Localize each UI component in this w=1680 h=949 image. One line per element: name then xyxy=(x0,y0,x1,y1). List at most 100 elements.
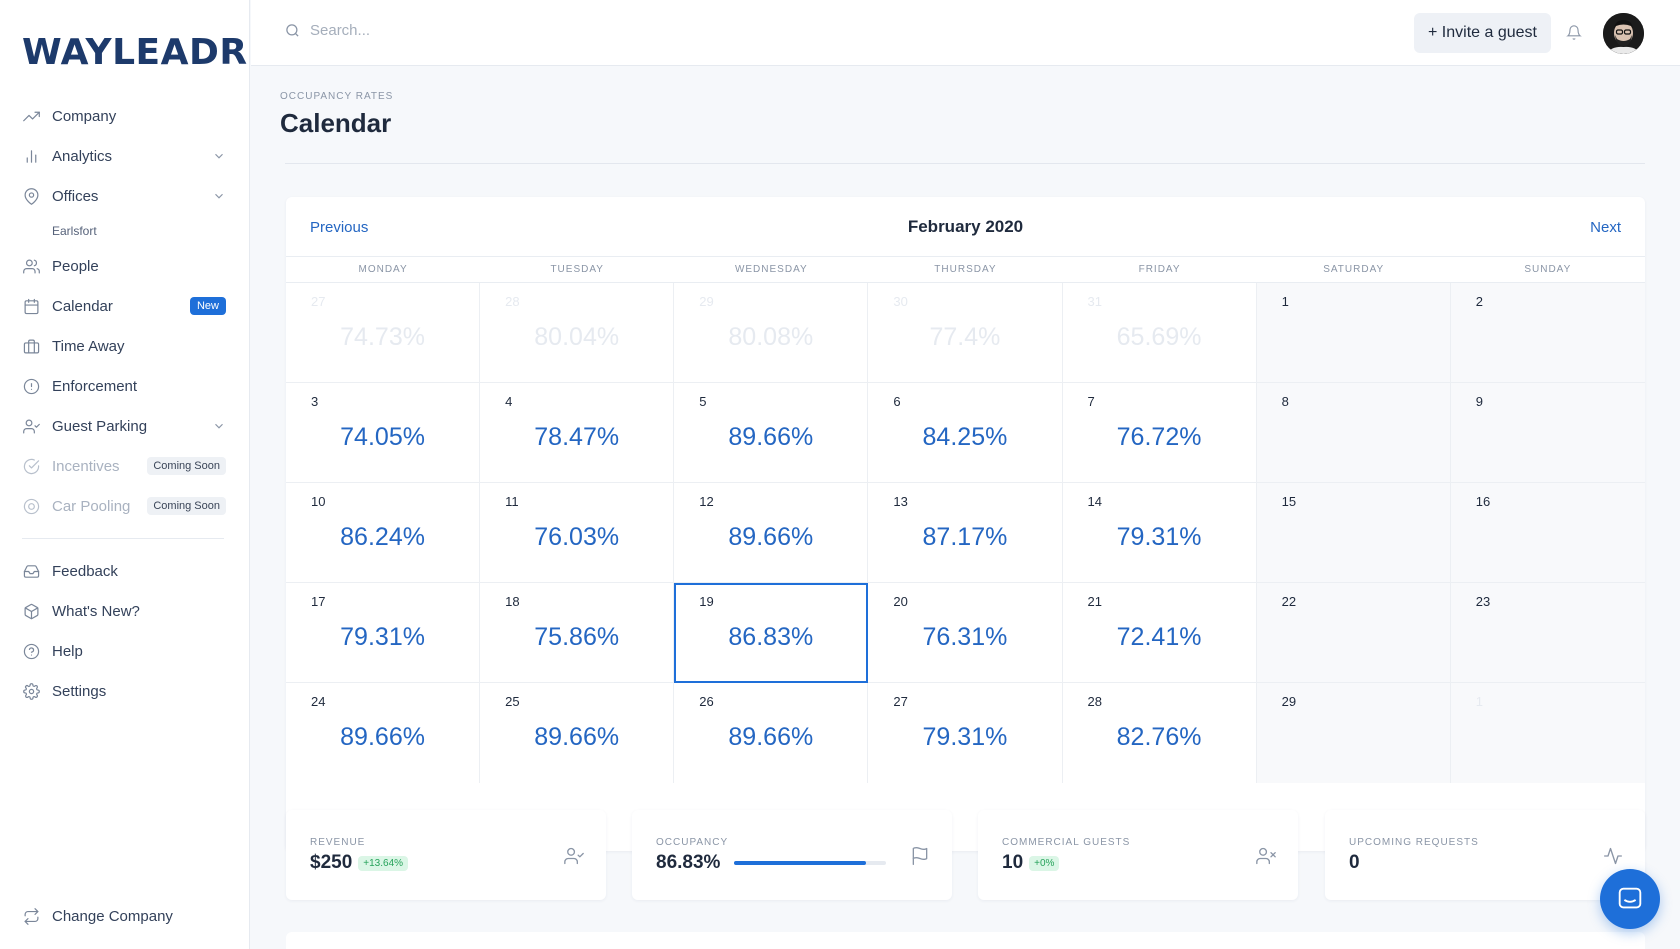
calendar-day-cell[interactable]: 26 89.66% xyxy=(674,683,869,783)
calendar-day-cell[interactable]: 29 xyxy=(1256,683,1451,783)
sidebar-item-feedback[interactable]: Feedback xyxy=(0,551,250,591)
sidebar-item-calendar[interactable]: Calendar New xyxy=(0,286,250,326)
calendar-day-cell-selected[interactable]: 19 86.83% xyxy=(674,583,869,683)
calendar-day-cell[interactable]: 6 84.25% xyxy=(868,383,1063,483)
sidebar-subitem-earlsfort[interactable]: Earlsfort xyxy=(52,224,97,238)
day-number: 28 xyxy=(1087,694,1102,709)
day-number: 27 xyxy=(893,694,908,709)
calendar-day-cell[interactable]: 15 xyxy=(1256,483,1451,583)
calendar-day-cell[interactable]: 21 72.41% xyxy=(1062,583,1257,683)
calendar-day-cell[interactable]: 30 77.4% xyxy=(868,283,1063,383)
occupancy-rate: 84.25% xyxy=(922,423,1008,451)
sidebar-item-help[interactable]: Help xyxy=(0,631,250,671)
calendar-day-cell[interactable]: 29 80.08% xyxy=(674,283,869,383)
calendar-day-cell[interactable]: 9 xyxy=(1450,383,1645,483)
calendar-day-cell[interactable]: 28 80.04% xyxy=(480,283,675,383)
repeat-icon xyxy=(22,907,40,925)
calendar-day-cell[interactable]: 1 xyxy=(1256,283,1451,383)
user-check-icon xyxy=(22,417,40,435)
calendar-day-cell[interactable]: 4 78.47% xyxy=(480,383,675,483)
day-number: 29 xyxy=(699,294,714,309)
calendar-day-cell[interactable]: 17 79.31% xyxy=(286,583,481,683)
day-number: 19 xyxy=(699,594,714,609)
calendar-day-cell[interactable]: 2 xyxy=(1450,283,1645,383)
trending-up-icon xyxy=(22,107,40,125)
sidebar: WAYLEADR Company Analytics Offices Earls… xyxy=(0,0,250,949)
day-number: 1 xyxy=(1475,694,1483,709)
change-company-button[interactable]: Change Company xyxy=(0,896,250,936)
sidebar-item-analytics[interactable]: Analytics xyxy=(0,136,250,176)
sidebar-item-company[interactable]: Company xyxy=(0,96,250,136)
calendar-day-cell[interactable]: 16 xyxy=(1450,483,1645,583)
occupancy-rate: 86.83% xyxy=(728,623,814,651)
calendar-day-cell[interactable]: 13 87.17% xyxy=(868,483,1063,583)
map-pin-icon xyxy=(22,187,40,205)
occupancy-rate: 75.86% xyxy=(534,623,620,651)
day-number: 17 xyxy=(311,594,326,609)
next-month-button[interactable]: Next xyxy=(1590,219,1621,236)
weekday-label: SATURDAY xyxy=(1323,264,1385,275)
coming-soon-badge: Coming Soon xyxy=(147,457,226,475)
calendar-day-cell[interactable]: 8 xyxy=(1256,383,1451,483)
new-badge: New xyxy=(189,297,226,315)
calendar-day-cell[interactable]: 25 89.66% xyxy=(480,683,675,783)
chat-launcher-button[interactable] xyxy=(1600,869,1660,929)
sidebar-item-people[interactable]: People xyxy=(0,246,250,286)
help-circle-icon xyxy=(22,642,40,660)
occupancy-rate: 89.66% xyxy=(728,723,814,751)
stat-label: OCCUPANCY xyxy=(656,837,729,848)
occupancy-stat-card: OCCUPANCY 86.83% xyxy=(632,810,952,900)
bell-icon[interactable] xyxy=(1566,24,1582,46)
sidebar-item-enforcement[interactable]: Enforcement xyxy=(0,366,250,406)
wayleadr-logo[interactable]: WAYLEADR xyxy=(22,32,248,73)
previous-month-button[interactable]: Previous xyxy=(310,219,369,236)
sidebar-item-whats-new[interactable]: What's New? xyxy=(0,591,250,631)
calendar-day-cell[interactable]: 14 79.31% xyxy=(1062,483,1257,583)
occupancy-progress-fill xyxy=(734,861,867,865)
calendar-day-cell[interactable]: 3 74.05% xyxy=(286,383,481,483)
inbox-icon xyxy=(22,562,40,580)
avatar[interactable] xyxy=(1603,13,1644,54)
day-number: 22 xyxy=(1281,594,1297,609)
calendar-day-cell[interactable]: 31 65.69% xyxy=(1062,283,1257,383)
header-divider xyxy=(285,163,1645,164)
calendar-day-cell[interactable]: 18 75.86% xyxy=(480,583,675,683)
calendar-week-row: 3 74.05% 4 78.47% 5 89.66% 6 84.25% 7 76.72% 8 9 xyxy=(286,383,1645,483)
calendar-day-cell[interactable]: 27 79.31% xyxy=(868,683,1063,783)
day-number: 11 xyxy=(505,494,519,509)
calendar-day-cell[interactable]: 10 86.24% xyxy=(286,483,481,583)
calendar-day-cell[interactable]: 20 76.31% xyxy=(868,583,1063,683)
chevron-down-icon[interactable] xyxy=(212,149,226,163)
calendar-day-cell[interactable]: 22 xyxy=(1256,583,1451,683)
sidebar-item-settings[interactable]: Settings xyxy=(0,671,250,711)
chevron-down-icon[interactable] xyxy=(212,189,226,203)
occupancy-rate: 89.66% xyxy=(728,523,814,551)
calendar-day-cell[interactable]: 23 xyxy=(1450,583,1645,683)
weekday-label: SUNDAY xyxy=(1524,264,1572,275)
search-input[interactable] xyxy=(310,22,610,39)
calendar-day-cell[interactable]: 7 76.72% xyxy=(1062,383,1257,483)
sidebar-item-guest-parking[interactable]: Guest Parking xyxy=(0,406,250,446)
occupancy-rate: 87.17% xyxy=(922,523,1008,551)
day-number: 30 xyxy=(893,294,908,309)
calendar-day-cell[interactable]: 28 82.76% xyxy=(1063,683,1257,783)
occupancy-rate: 77.4% xyxy=(929,323,1001,351)
calendar-week-row: 17 79.31% 18 75.86% 19 86.83% 20 76.31% 21 72.41%… xyxy=(286,583,1645,683)
calendar-day-cell[interactable]: 12 89.66% xyxy=(674,483,869,583)
calendar-day-cell[interactable]: 5 89.66% xyxy=(674,383,869,483)
user-x-icon xyxy=(1256,846,1276,871)
sidebar-item-label: Car Pooling xyxy=(52,497,131,515)
sidebar-item-time-away[interactable]: Time Away xyxy=(0,326,250,366)
calendar-week-row: 27 74.73% 28 80.04% 29 80.08% 30 77.4% 31 65.69% 1… xyxy=(286,283,1645,383)
calendar-day-cell[interactable]: 11 76.03% xyxy=(480,483,675,583)
calendar-day-cell[interactable]: 24 89.66% xyxy=(286,683,481,783)
calendar-day-cell[interactable]: 27 74.73% xyxy=(286,283,481,383)
sidebar-item-offices[interactable]: Offices xyxy=(0,176,250,216)
occupancy-progress-bar xyxy=(734,861,887,865)
chevron-down-icon[interactable] xyxy=(212,419,226,433)
search-icon xyxy=(286,24,299,37)
change-company-label: Change Company xyxy=(52,907,173,925)
invite-guest-button[interactable]: + Invite a guest xyxy=(1414,13,1551,53)
calendar-day-cell[interactable]: 1 xyxy=(1450,683,1645,783)
day-number: 31 xyxy=(1087,294,1102,309)
